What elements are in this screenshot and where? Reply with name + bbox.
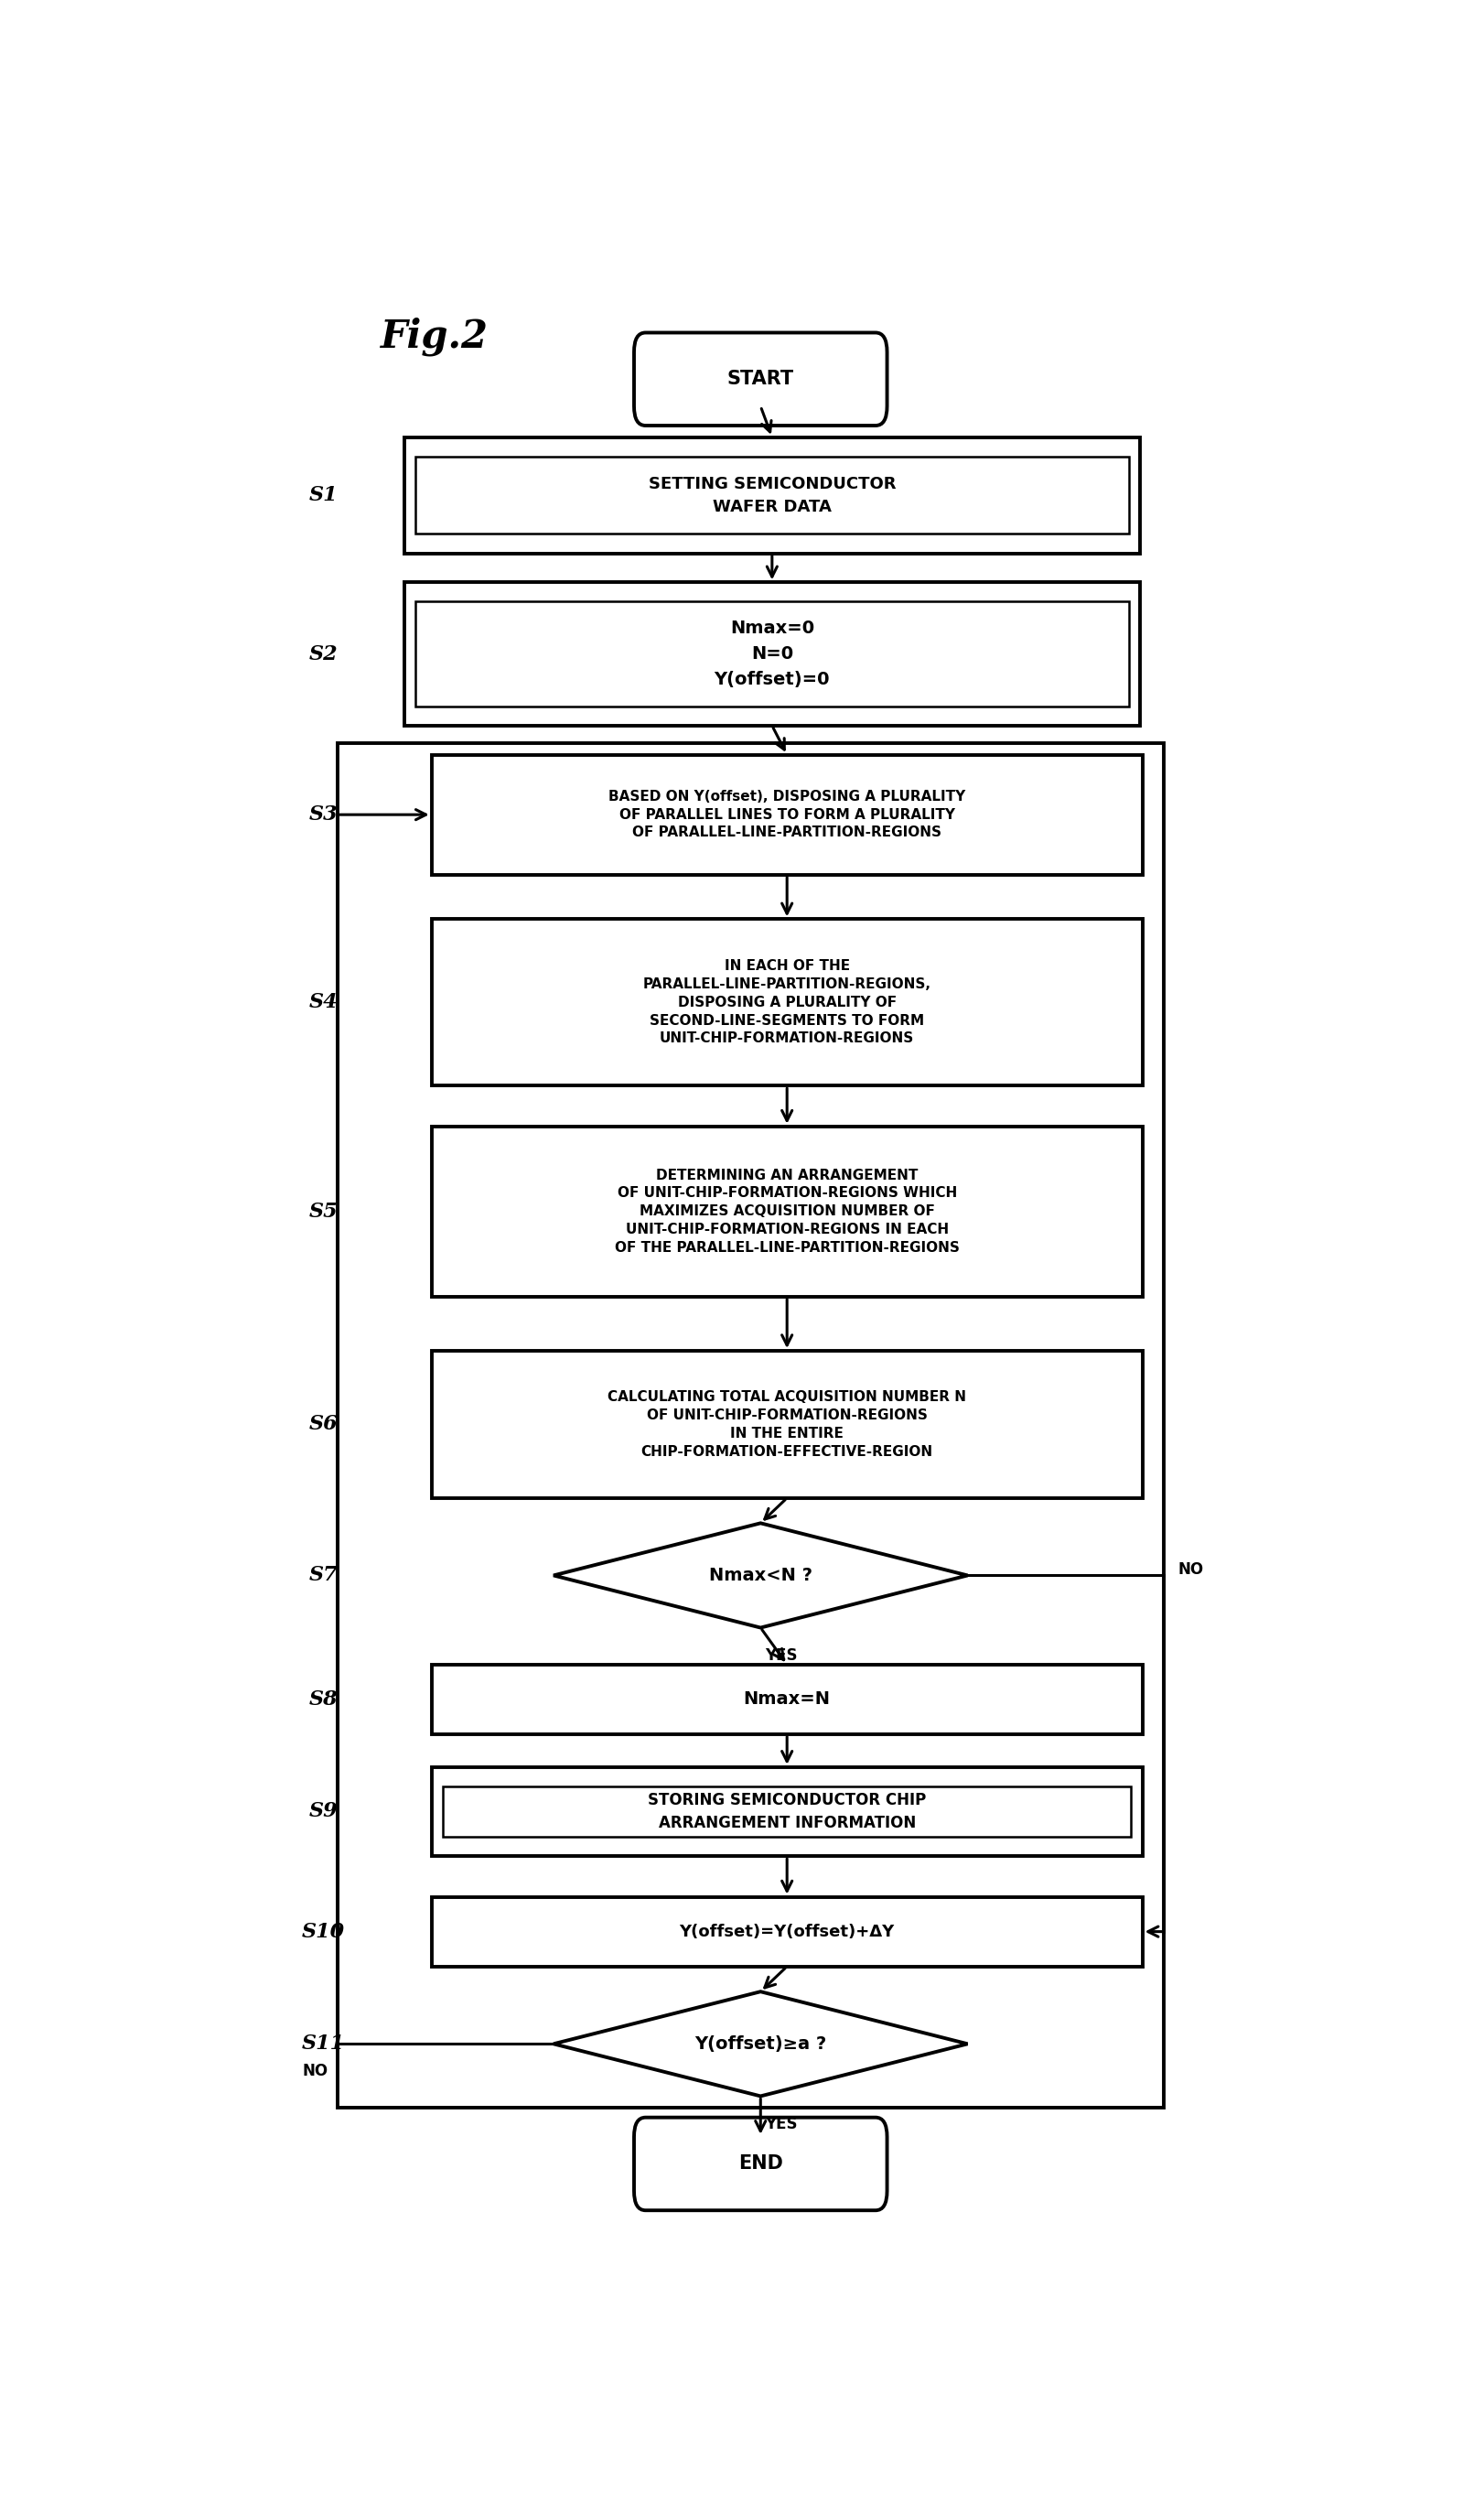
Bar	[432, 1664, 1143, 1735]
Bar	[432, 1350, 1143, 1498]
Bar	[432, 1896, 1143, 1966]
Text: START: START	[727, 370, 794, 387]
Text: S4: S4	[309, 993, 338, 1013]
Text: CALCULATING TOTAL ACQUISITION NUMBER N
OF UNIT-CHIP-FORMATION-REGIONS
IN THE ENT: CALCULATING TOTAL ACQUISITION NUMBER N O…	[607, 1390, 966, 1458]
Bar	[444, 1787, 1131, 1838]
Text: DETERMINING AN ARRANGEMENT
OF UNIT-CHIP-FORMATION-REGIONS WHICH
MAXIMIZES ACQUIS: DETERMINING AN ARRANGEMENT OF UNIT-CHIP-…	[614, 1169, 960, 1254]
Text: S7: S7	[309, 1566, 338, 1586]
Text: NO: NO	[303, 2064, 328, 2079]
Text: S6: S6	[309, 1415, 338, 1435]
Text: S3: S3	[309, 804, 338, 825]
Text: SETTING SEMICONDUCTOR
WAFER DATA: SETTING SEMICONDUCTOR WAFER DATA	[649, 475, 896, 515]
Text: END: END	[738, 2154, 784, 2172]
Text: S9: S9	[309, 1803, 338, 1823]
Bar	[432, 1767, 1143, 1855]
Bar	[432, 1126, 1143, 1297]
Bar	[404, 437, 1140, 553]
Text: S10: S10	[301, 1921, 346, 1941]
Text: Fig.2: Fig.2	[381, 317, 488, 357]
Text: S11: S11	[301, 2034, 346, 2054]
Text: Y(offset)=Y(offset)+ΔY: Y(offset)=Y(offset)+ΔY	[680, 1923, 895, 1941]
FancyBboxPatch shape	[634, 332, 887, 425]
Text: Nmax<N ?: Nmax<N ?	[709, 1566, 812, 1584]
Bar	[337, 744, 1165, 2107]
Text: IN EACH OF THE
PARALLEL-LINE-PARTITION-REGIONS,
DISPOSING A PLURALITY OF
SECOND-: IN EACH OF THE PARALLEL-LINE-PARTITION-R…	[643, 960, 930, 1046]
FancyBboxPatch shape	[634, 2117, 887, 2210]
Bar	[416, 601, 1128, 706]
Text: S5: S5	[309, 1202, 338, 1222]
Text: S2: S2	[309, 644, 338, 664]
Polygon shape	[554, 1991, 968, 2097]
Text: Nmax=N: Nmax=N	[743, 1689, 831, 1707]
Text: S1: S1	[309, 485, 338, 505]
Text: S8: S8	[309, 1689, 338, 1710]
Bar	[432, 920, 1143, 1086]
Bar	[416, 458, 1128, 533]
Text: YES: YES	[766, 1647, 797, 1664]
Text: Y(offset)≥a ?: Y(offset)≥a ?	[695, 2036, 827, 2051]
Polygon shape	[554, 1523, 968, 1627]
Text: NO: NO	[1178, 1561, 1204, 1579]
Text: YES: YES	[766, 2114, 797, 2132]
Bar	[404, 583, 1140, 727]
Text: Nmax=0
N=0
Y(offset)=0: Nmax=0 N=0 Y(offset)=0	[714, 618, 830, 689]
Text: STORING SEMICONDUCTOR CHIP
ARRANGEMENT INFORMATION: STORING SEMICONDUCTOR CHIP ARRANGEMENT I…	[649, 1792, 926, 1830]
Text: BASED ON Y(offset), DISPOSING A PLURALITY
OF PARALLEL LINES TO FORM A PLURALITY
: BASED ON Y(offset), DISPOSING A PLURALIT…	[608, 789, 966, 840]
Bar	[432, 754, 1143, 875]
